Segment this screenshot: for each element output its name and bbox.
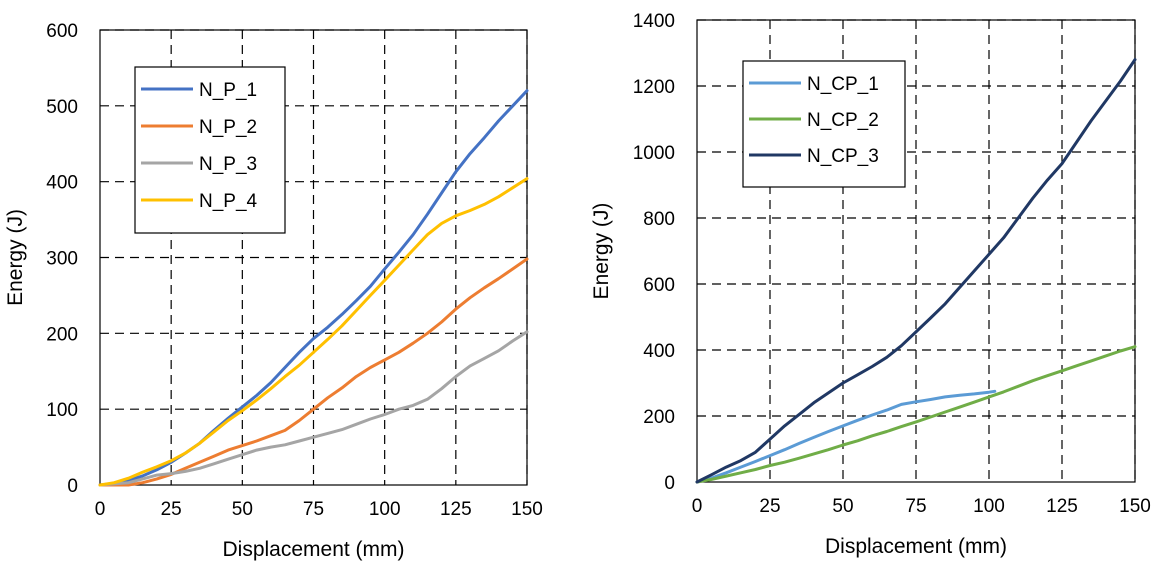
x-tick-label: 125	[1046, 496, 1078, 517]
x-tick-label: 0	[692, 496, 703, 517]
x-tick-label: 25	[759, 496, 780, 517]
legend-label-n-p-3: N_P_3	[199, 154, 257, 175]
y-tick-label: 400	[643, 341, 675, 362]
x-tick-label: 25	[161, 499, 182, 520]
y-tick-label: 1000	[633, 143, 675, 164]
y-axis-label: Energy (J)	[4, 209, 27, 306]
y-tick-label: 600	[643, 275, 675, 296]
legend-label-n-cp-3: N_CP_3	[807, 146, 879, 167]
y-tick-label: 0	[67, 476, 78, 497]
y-tick-label: 400	[46, 173, 78, 194]
y-tick-label: 0	[664, 473, 675, 494]
series-line-n-p-2	[98, 257, 529, 487]
x-tick-label: 50	[232, 499, 253, 520]
y-tick-label: 500	[46, 97, 78, 118]
y-tick-label: 100	[46, 400, 78, 421]
y-tick-label: 600	[46, 21, 78, 42]
y-axis-label: Energy (J)	[590, 203, 613, 300]
y-tick-label: 200	[643, 407, 675, 428]
legend-label-n-p-1: N_P_1	[199, 80, 257, 101]
x-tick-label: 0	[95, 499, 106, 520]
x-tick-label: 75	[303, 499, 324, 520]
chart-right: 0 25 50 75 100 125 150 0 200 400 600 800 1000 1200 140…	[590, 11, 1151, 558]
x-tick-label: 150	[511, 499, 543, 520]
plot-frame	[99, 29, 528, 486]
legend-label-n-p-4: N_P_4	[199, 191, 258, 212]
legend: N_P_1 N_P_2 N_P_3 N_P_4	[134, 66, 286, 234]
y-tick-label: 800	[643, 209, 675, 230]
x-tick-label: 150	[1119, 496, 1151, 517]
x-tick-label: 50	[832, 496, 853, 517]
x-axis-label: Displacement (mm)	[825, 535, 1007, 558]
series-line-n-cp-2	[695, 345, 1137, 484]
legend-label-n-p-2: N_P_2	[199, 117, 257, 138]
legend-label-n-cp-2: N_CP_2	[807, 110, 879, 131]
series-line-n-p-4	[98, 177, 529, 487]
series-line-n-p-3	[98, 330, 529, 487]
y-tick-label: 300	[46, 249, 78, 270]
legend-label-n-cp-1: N_CP_1	[807, 74, 879, 95]
chart-left: 0 25 50 75 100 125 150 0 100 200 300 400 500 600 Displ…	[4, 21, 543, 561]
y-tick-label: 200	[46, 324, 78, 345]
y-tick-label: 1400	[633, 11, 675, 32]
series-line-n-cp-3	[695, 58, 1137, 484]
series-line-n-cp-1	[695, 389, 997, 484]
y-tick-label: 1200	[633, 77, 675, 98]
legend: N_CP_1 N_CP_2 N_CP_3	[742, 60, 906, 188]
x-axis-label: Displacement (mm)	[222, 538, 404, 561]
x-tick-label: 100	[369, 499, 401, 520]
x-tick-label: 125	[440, 499, 472, 520]
x-tick-label: 75	[905, 496, 926, 517]
legend-box	[134, 66, 286, 234]
plot-frame	[696, 19, 1136, 483]
x-tick-label: 100	[973, 496, 1005, 517]
